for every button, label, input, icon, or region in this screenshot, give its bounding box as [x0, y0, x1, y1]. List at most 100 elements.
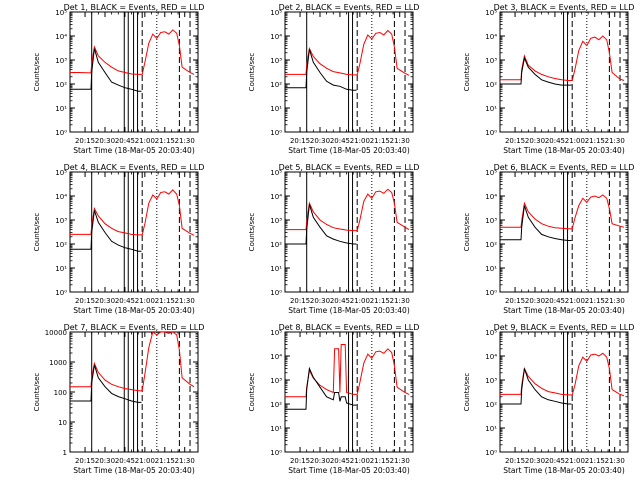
y-tick-label: 100 — [54, 389, 67, 397]
y-tick-label: 10⁴ — [485, 33, 497, 41]
panel-9: Det 9, BLACK = Events, RED = LLD 10⁰ 10¹ 10… — [463, 323, 634, 475]
x-tick-label: 20:45 — [330, 297, 350, 305]
y-tick-label: 10³ — [270, 217, 282, 225]
y-tick-label: 10¹ — [270, 425, 282, 433]
x-tick-label: 20:30 — [310, 457, 330, 465]
panel-1: Det 1, BLACK = Events, RED = LLD 10⁰ 10¹ 10… — [33, 3, 204, 155]
panel-title: Det 9, BLACK = Events, RED = LLD — [494, 323, 635, 332]
x-axis-label: Start Time (18-Mar-05 20:03:40) — [73, 146, 195, 155]
x-tick-label: 21:30 — [175, 137, 195, 145]
panel-8: Det 8, BLACK = Events, RED = LLD 10⁰ 10¹ 10… — [248, 323, 419, 475]
y-axis-label: Counts/sec — [33, 53, 41, 92]
y-tick-label: 10¹ — [270, 265, 282, 273]
y-tick-label: 10³ — [485, 377, 497, 385]
series-line-black — [500, 56, 572, 86]
series-line-black — [285, 49, 357, 91]
panel-title: Det 7, BLACK = Events, RED = LLD — [64, 323, 205, 332]
panel-title: Det 3, BLACK = Events, RED = LLD — [494, 3, 635, 12]
panel-3: Det 3, BLACK = Events, RED = LLD 10⁰ 10¹ 10… — [463, 3, 634, 155]
x-tick-label: 21:15 — [155, 137, 175, 145]
series-line-black — [285, 366, 357, 410]
x-tick-label: 21:15 — [370, 297, 390, 305]
panel-4: Det 4, BLACK = Events, RED = LLD 10⁰ 10¹ 10… — [33, 163, 204, 315]
panel-title: Det 6, BLACK = Events, RED = LLD — [494, 163, 635, 172]
y-tick-label: 10² — [270, 241, 282, 249]
x-axis-label: Start Time (18-Mar-05 20:03:40) — [288, 466, 410, 475]
x-tick-label: 20:30 — [95, 297, 115, 305]
y-tick-label: 10⁵ — [270, 329, 282, 337]
x-tick-label: 21:00 — [565, 137, 585, 145]
y-tick-label: 10² — [55, 81, 67, 89]
x-tick-label: 21:15 — [585, 137, 605, 145]
y-tick-label: 10³ — [55, 217, 67, 225]
y-tick-label: 10³ — [485, 217, 497, 225]
y-tick-label: 10² — [270, 401, 282, 409]
series-line-red — [500, 194, 625, 230]
y-tick-label: 10 — [58, 419, 67, 427]
y-tick-label: 10³ — [55, 57, 67, 65]
y-axis-label: Counts/sec — [248, 53, 256, 92]
series-line-black — [285, 204, 357, 245]
y-tick-label: 10³ — [270, 57, 282, 65]
x-tick-label: 20:45 — [330, 457, 350, 465]
x-tick-label: 20:30 — [95, 137, 115, 145]
x-tick-label: 20:45 — [330, 137, 350, 145]
panel-title: Det 2, BLACK = Events, RED = LLD — [279, 3, 420, 12]
series-line-black — [70, 210, 142, 252]
y-tick-label: 10⁴ — [485, 193, 497, 201]
x-axis-label: Start Time (18-Mar-05 20:03:40) — [503, 146, 625, 155]
y-tick-label: 10¹ — [55, 265, 67, 273]
y-tick-label: 10² — [270, 81, 282, 89]
y-tick-label: 10⁴ — [270, 193, 282, 201]
y-tick-label: 10² — [485, 401, 497, 409]
x-tick-label: 21:15 — [370, 137, 390, 145]
y-tick-label: 10⁵ — [270, 9, 282, 17]
x-axis-label: Start Time (18-Mar-05 20:03:40) — [288, 146, 410, 155]
y-tick-label: 10² — [55, 241, 67, 249]
x-tick-label: 20:30 — [525, 297, 545, 305]
x-axis-label: Start Time (18-Mar-05 20:03:40) — [503, 466, 625, 475]
x-tick-label: 20:30 — [525, 137, 545, 145]
x-tick-label: 21:00 — [565, 297, 585, 305]
x-tick-label: 20:30 — [95, 457, 115, 465]
y-tick-label: 10⁴ — [270, 353, 282, 361]
x-tick-label: 21:30 — [605, 297, 625, 305]
y-tick-label: 10¹ — [55, 105, 67, 113]
x-tick-label: 21:00 — [565, 457, 585, 465]
x-tick-label: 20:30 — [525, 457, 545, 465]
y-tick-label: 10⁰ — [270, 129, 282, 137]
series-line-red — [70, 29, 195, 75]
x-tick-label: 21:15 — [585, 297, 605, 305]
x-tick-label: 20:15 — [290, 457, 310, 465]
y-tick-label: 10¹ — [270, 105, 282, 113]
x-tick-label: 21:30 — [605, 457, 625, 465]
y-tick-label: 10⁴ — [485, 353, 497, 361]
series-line-black — [500, 205, 572, 241]
series-line-black — [70, 48, 142, 92]
series-line-black — [500, 368, 572, 405]
x-tick-label: 20:15 — [505, 457, 525, 465]
panel-title: Det 5, BLACK = Events, RED = LLD — [279, 163, 420, 172]
y-tick-label: 10⁰ — [55, 289, 67, 297]
x-tick-label: 21:30 — [175, 297, 195, 305]
x-tick-label: 20:15 — [290, 137, 310, 145]
x-axis-label: Start Time (18-Mar-05 20:03:40) — [503, 306, 625, 315]
x-tick-label: 21:30 — [390, 137, 410, 145]
y-axis-label: Counts/sec — [248, 373, 256, 412]
x-tick-label: 21:00 — [350, 297, 370, 305]
x-tick-label: 20:45 — [115, 137, 135, 145]
y-axis-label: Counts/sec — [463, 213, 471, 252]
x-tick-label: 20:15 — [505, 137, 525, 145]
x-tick-label: 21:15 — [155, 297, 175, 305]
x-tick-label: 20:15 — [290, 297, 310, 305]
y-tick-label: 10⁵ — [270, 169, 282, 177]
x-tick-label: 20:30 — [310, 137, 330, 145]
series-line-black — [70, 364, 142, 403]
y-tick-label: 10⁵ — [485, 169, 497, 177]
y-axis-label: Counts/sec — [463, 373, 471, 412]
x-tick-label: 21:15 — [155, 457, 175, 465]
x-tick-label: 21:00 — [350, 457, 370, 465]
panel-5: Det 5, BLACK = Events, RED = LLD 10⁰ 10¹ 10… — [248, 163, 419, 315]
y-tick-label: 10⁰ — [270, 449, 282, 457]
